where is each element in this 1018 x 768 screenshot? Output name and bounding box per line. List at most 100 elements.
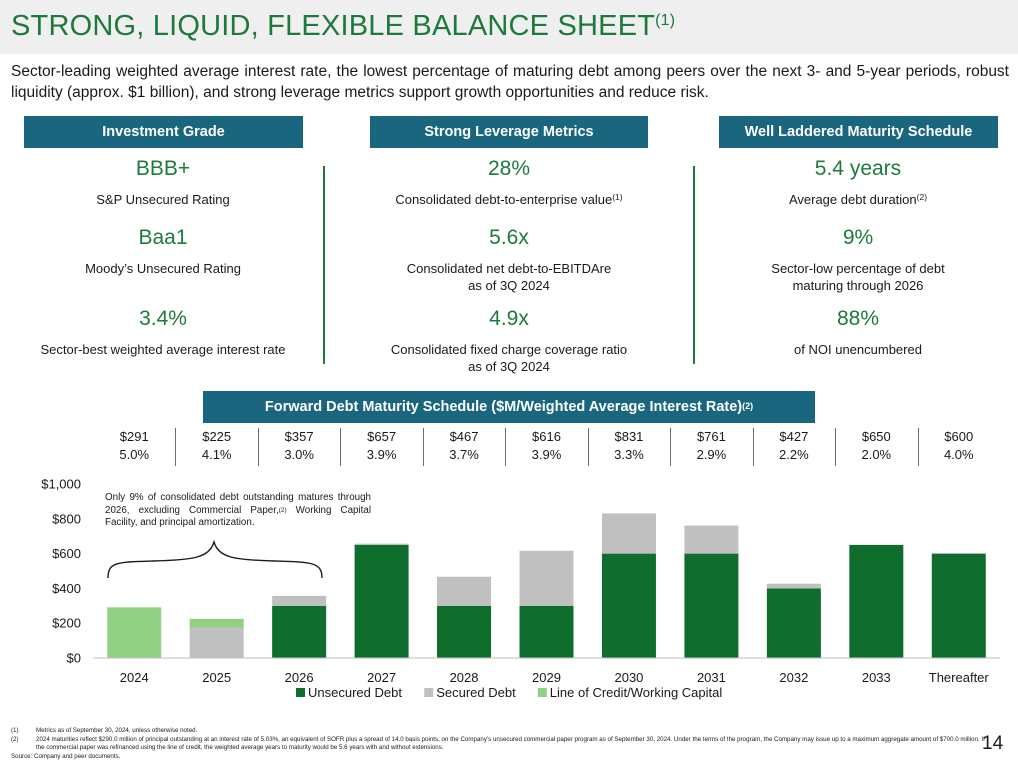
schedule-amount: $650	[861, 429, 891, 444]
leverage-metrics-header: Strong Leverage Metrics	[370, 116, 648, 148]
bar-unsecured-debt	[931, 553, 986, 658]
bar-unsecured-debt	[519, 605, 574, 658]
schedule-item: $600 4.0%	[918, 428, 1000, 468]
schedule-item: $225 4.1%	[175, 428, 257, 468]
bar-unsecured-debt	[354, 544, 409, 658]
source-note: Source: Company and peer documents.	[11, 752, 121, 760]
schedule-separator	[670, 428, 672, 466]
bar-secured-debt	[272, 595, 327, 606]
metric-description: Sector-best weighted average interest ra…	[40, 342, 286, 357]
y-tick-label: $600	[52, 546, 81, 561]
x-tick-label: 2030	[614, 670, 643, 685]
metric-description: S&P Unsecured Rating	[96, 192, 230, 207]
metric-debt-to-ebitdare: 5.6x Consolidated net debt-to-EBITDAre as…	[359, 225, 659, 294]
x-tick-label: 2027	[367, 670, 396, 685]
schedule-amount: $616	[532, 429, 561, 444]
metric-value: 5.6x	[489, 226, 529, 249]
schedule-amount: $291	[119, 429, 149, 444]
schedule-item: $761 2.9%	[670, 428, 752, 468]
x-tick-label: 2028	[450, 670, 479, 685]
forward-debt-header: Forward Debt Maturity Schedule ($M/Weigh…	[203, 391, 815, 423]
schedule-rate: 3.0%	[284, 447, 314, 462]
brace-bracket	[107, 539, 323, 579]
schedule-amount: $657	[367, 429, 397, 444]
footnote-1: (1) Metrics as of September 30, 2024, unl…	[11, 727, 198, 734]
title-bar: STRONG, LIQUID, FLEXIBLE BALANCE SHEET(1…	[0, 0, 1018, 54]
schedule-rate: 2.9%	[696, 447, 727, 462]
page-number: 14	[982, 733, 1004, 754]
metric-value: 4.9x	[489, 307, 529, 330]
y-tick-label: $1,000	[41, 477, 81, 492]
schedule-rate: 5.0%	[119, 447, 150, 462]
schedule-item: $657 3.9%	[340, 428, 422, 468]
schedule-item: $650 2.0%	[835, 428, 917, 468]
footnotes: (1) Metrics as of September 30, 2024, unl…	[11, 727, 986, 761]
column-divider	[323, 166, 325, 364]
y-tick-label: $200	[52, 616, 81, 631]
investment-grade-header: Investment Grade	[24, 116, 303, 148]
bar-line-of-credit-working-capital	[189, 618, 244, 628]
schedule-separator	[422, 428, 424, 466]
schedule-rate: 3.9%	[531, 447, 562, 462]
metric-description: Moody’s Unsecured Rating	[85, 261, 241, 276]
schedule-item: $427 2.2%	[753, 428, 835, 468]
bar-unsecured-debt	[684, 553, 739, 658]
schedule-separator	[835, 428, 837, 466]
bar-unsecured-debt	[849, 544, 904, 658]
bar-line-of-credit-working-capital	[107, 607, 162, 658]
schedule-separator	[917, 428, 919, 466]
metric-description: Consolidated fixed charge coverage ratio…	[390, 342, 628, 374]
legend-swatch	[296, 688, 305, 697]
schedule-amount: $761	[696, 429, 726, 444]
bar-unsecured-debt	[601, 553, 656, 658]
x-tick-label: 2025	[202, 670, 231, 685]
schedule-separator	[587, 428, 589, 466]
bar-secured-debt	[519, 550, 574, 606]
schedule-item: $467 3.7%	[423, 428, 505, 468]
legend-label: Line of Credit/Working Capital	[550, 685, 723, 700]
bar-unsecured-debt	[437, 605, 492, 658]
schedule-rate: 3.9%	[366, 447, 397, 462]
footnote-ref: (1)	[612, 192, 623, 202]
legend-label: Unsecured Debt	[308, 685, 402, 700]
schedule-rate: 4.1%	[201, 447, 232, 462]
metric-description: Average debt duration(2)	[788, 192, 928, 207]
schedule-amount: $427	[779, 429, 809, 444]
bar-secured-debt	[354, 543, 409, 545]
legend-swatch	[537, 688, 547, 697]
metric-value: 3.4%	[139, 307, 187, 330]
metric-value: BBB+	[135, 157, 191, 180]
x-tick-label: 2031	[697, 670, 726, 685]
x-tick-label: 2026	[285, 670, 314, 685]
footnote-ref: (2)	[916, 192, 928, 202]
footnote-ref: (2)	[278, 506, 287, 514]
schedule-item: $831 3.3%	[588, 428, 670, 468]
schedule-item: $357 3.0%	[258, 428, 340, 468]
bar-secured-debt	[684, 525, 739, 554]
schedule-rate: 3.7%	[449, 447, 479, 462]
x-tick-label: 2029	[532, 670, 561, 685]
metric-value: 5.4 years	[814, 157, 902, 180]
chart-annotation: Only 9% of consolidated debt outstanding…	[105, 492, 371, 528]
schedule-separator	[257, 428, 259, 466]
y-tick-label: $400	[52, 581, 81, 596]
schedule-separator	[752, 428, 754, 466]
schedule-separator	[175, 428, 177, 466]
schedule-rate: 2.2%	[779, 447, 809, 462]
metric-value: Baa1	[138, 226, 188, 249]
schedule-rate: 2.0%	[861, 447, 892, 462]
schedule-amount: $225	[202, 429, 232, 444]
metric-maturing-debt-pct: 9% Sector-low percentage of debt maturing…	[708, 225, 1008, 294]
title-footnote-ref: (1)	[655, 12, 676, 29]
column-divider	[693, 166, 695, 364]
metric-debt-duration: 5.4 years Average debt duration(2)	[708, 156, 1008, 208]
y-tick-label: $800	[52, 511, 81, 526]
metric-value: 9%	[842, 226, 874, 249]
footnote-2: (2) 2024 maturities reflect $290.0 millio…	[11, 735, 985, 752]
metric-value: 28%	[487, 157, 531, 180]
schedule-rate: 3.3%	[614, 447, 644, 462]
y-tick-label: $0	[67, 651, 81, 666]
bar-unsecured-debt	[766, 588, 821, 658]
x-tick-label: Thereafter	[929, 670, 990, 685]
metric-noi-unencumbered: 88% of NOI unencumbered	[708, 306, 1008, 358]
